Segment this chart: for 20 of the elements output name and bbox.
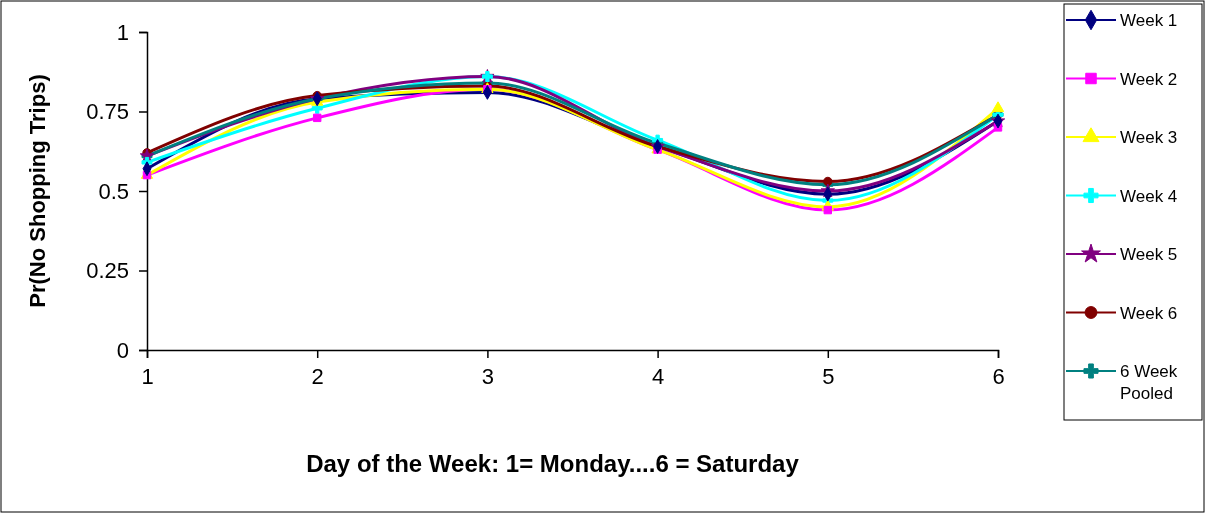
y-tick-label: 1 bbox=[116, 19, 129, 45]
y-tick-label: 0 bbox=[116, 337, 129, 363]
x-axis-title: Day of the Week: 1= Monday....6 = Saturday bbox=[306, 450, 800, 477]
legend-label: Week 1 bbox=[1120, 11, 1178, 30]
y-axis-title: Pr(No Shopping Trips) bbox=[25, 74, 50, 308]
legend-label: Week 2 bbox=[1120, 69, 1178, 89]
x-tick-label: 6 bbox=[992, 363, 1005, 389]
legend-label: Week 6 bbox=[1120, 303, 1178, 323]
x-tick-label: 2 bbox=[311, 363, 324, 389]
y-tick-label: 0.75 bbox=[86, 99, 129, 125]
x-tick-label: 4 bbox=[651, 363, 665, 389]
x-tick-label: 3 bbox=[481, 363, 495, 389]
legend-label: Week 4 bbox=[1120, 186, 1178, 206]
x-tick-label: 1 bbox=[141, 363, 154, 389]
y-tick-label: 0.25 bbox=[86, 258, 129, 284]
legend-label: Week 5 bbox=[1120, 245, 1178, 264]
y-tick-label: 0.5 bbox=[98, 178, 129, 204]
legend-label: 6 Week Pooled bbox=[1120, 362, 1178, 403]
x-tick-label: 5 bbox=[822, 363, 835, 389]
legend-label: Week 3 bbox=[1120, 128, 1178, 147]
